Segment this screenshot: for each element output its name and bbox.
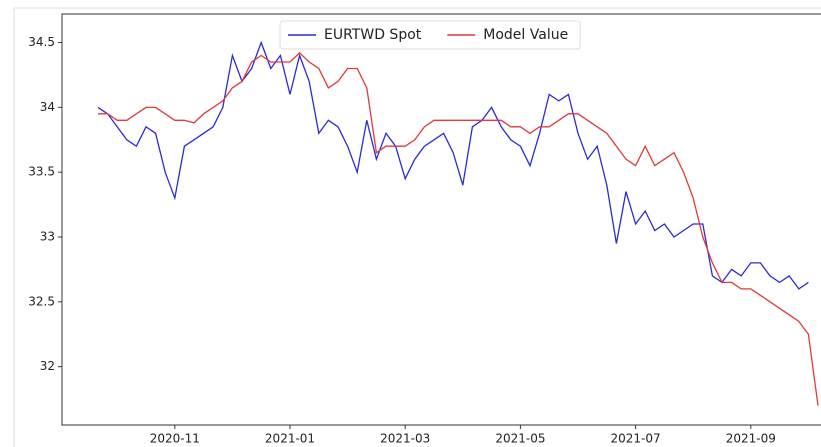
legend-label: EURTWD Spot <box>324 27 422 43</box>
x-tick-label: 2021-01 <box>265 432 315 446</box>
x-tick-label: 2021-03 <box>380 432 430 446</box>
y-tick-label: 34.5 <box>28 35 55 49</box>
legend-label: Model Value <box>483 27 568 43</box>
plot-area <box>61 13 821 426</box>
legend: EURTWD Spot Model Value <box>279 20 581 50</box>
lines <box>97 40 819 406</box>
y-tick-label: 32.5 <box>28 294 55 308</box>
x-tick-label: 2021-05 <box>495 432 545 446</box>
y-tick-label: 34 <box>40 100 55 114</box>
y-tick-label: 33 <box>40 230 55 244</box>
series-line <box>97 40 809 290</box>
y-tick-label: 33.5 <box>28 165 55 179</box>
y-tick-label: 32 <box>40 359 55 373</box>
series-line <box>98 52 819 406</box>
x-tick-label: 2021-07 <box>611 432 661 446</box>
x-tick-label: 2020-11 <box>150 432 200 446</box>
x-tick-label: 2021-09 <box>726 432 776 446</box>
legend-box <box>279 20 581 50</box>
